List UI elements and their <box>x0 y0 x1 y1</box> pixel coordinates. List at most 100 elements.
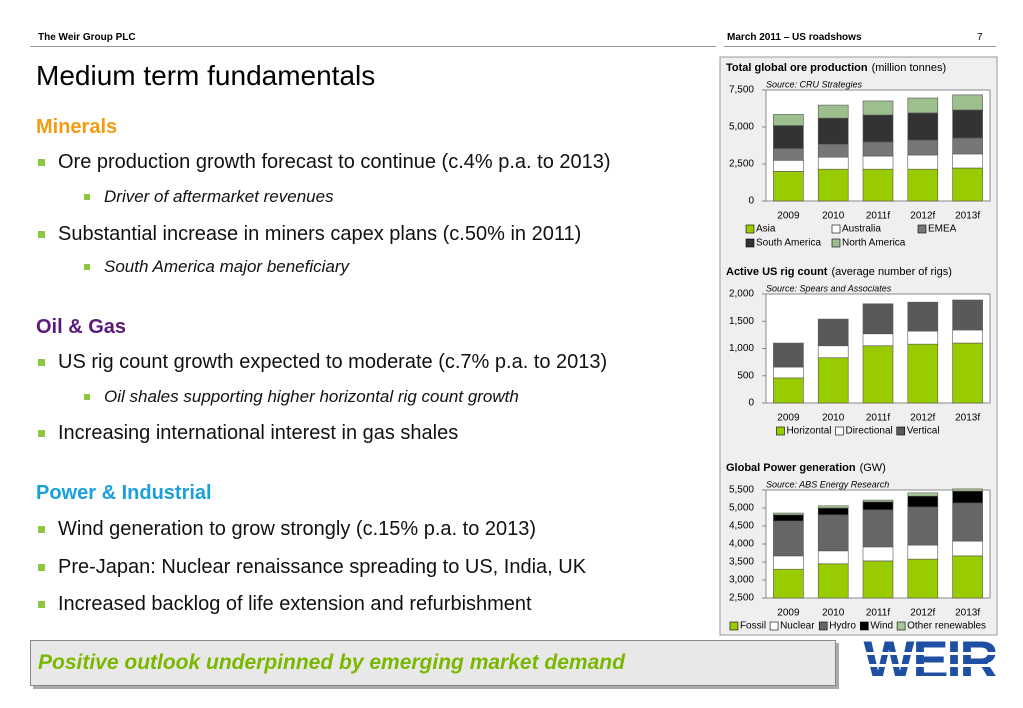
legend-swatch <box>896 621 906 631</box>
chart-unit: (million tonnes) <box>872 62 947 74</box>
legend-swatch <box>745 224 755 234</box>
bar-segment <box>773 171 804 202</box>
legend-label: North America <box>842 238 906 249</box>
y-tick-label: 7,500 <box>729 85 754 96</box>
rule <box>30 46 716 47</box>
bar-segment <box>907 544 939 560</box>
bar-segment <box>773 514 804 522</box>
bar-segment <box>817 357 849 404</box>
legend-swatch <box>831 238 841 248</box>
heading: Oil & Gas <box>36 316 127 338</box>
legend-swatch <box>729 621 739 631</box>
legend-item: Other renewables <box>896 621 986 632</box>
y-tick-label: 0 <box>748 196 754 207</box>
legend-swatch <box>745 238 755 248</box>
bar-segment <box>862 155 894 170</box>
legend-item: Directional <box>835 426 893 437</box>
bar-segment <box>862 114 894 143</box>
y-tick-label: 4,000 <box>729 539 754 550</box>
x-tick-label: 2013f <box>955 608 980 619</box>
bar-segment <box>952 502 983 542</box>
legend-label: Hydro <box>829 621 856 632</box>
legend-label: Directional <box>845 426 892 437</box>
bar-segment <box>862 100 894 116</box>
legend-item: Vertical <box>896 426 940 437</box>
y-tick-label: 5,500 <box>729 485 754 496</box>
bullet: Ore production growth forecast to contin… <box>36 151 611 174</box>
x-tick-label: 2012f <box>910 211 935 222</box>
bar-segment <box>907 97 939 114</box>
date: March 2011 – US roadshows <box>727 32 862 43</box>
bar-segment <box>952 342 983 404</box>
bar-segment <box>773 377 804 404</box>
bar-segment <box>907 506 939 546</box>
bar-segment <box>817 318 849 347</box>
bar-segment <box>817 345 849 359</box>
slide-title: Medium term fundamentals <box>36 60 376 91</box>
bar-segment <box>773 366 804 379</box>
bar-segment <box>862 141 894 157</box>
bar-segment <box>817 514 849 552</box>
legend-label: Horizontal <box>786 426 831 437</box>
bar-segment <box>907 139 939 156</box>
legend-item: Horizontal <box>776 426 831 437</box>
x-tick-label: 2011f <box>866 413 891 424</box>
bar-segment <box>773 520 804 557</box>
bar-segment <box>907 154 939 170</box>
bar-segment <box>907 330 939 345</box>
bar-segment <box>952 329 983 344</box>
x-tick-label: 2012f <box>910 608 935 619</box>
bullet: Substantial increase in miners capex pla… <box>36 223 581 246</box>
sub-bullet: Oil shales supporting higher horizontal … <box>82 387 519 407</box>
legend-item: Wind <box>860 621 893 632</box>
bar-segment <box>952 299 983 331</box>
sub-bullet: South America major beneficiary <box>82 257 349 277</box>
bar-segment <box>773 125 804 149</box>
chart-title-main: Total global ore production <box>726 62 868 74</box>
x-tick-label: 2010 <box>822 608 845 619</box>
bar-segment <box>817 104 849 119</box>
bar-segment <box>773 568 804 599</box>
bar-segment <box>817 156 849 170</box>
bar-segment <box>907 495 939 508</box>
bar-segment <box>862 546 894 562</box>
heading: Power & Industrial <box>36 482 212 504</box>
chart-title-main: Global Power generation <box>726 462 856 474</box>
x-tick-label: 2010 <box>822 413 845 424</box>
legend-swatch <box>831 224 841 234</box>
y-tick-label: 0 <box>748 398 754 409</box>
bar-segment <box>952 555 983 599</box>
legend-swatch <box>776 426 785 436</box>
x-tick-label: 2011f <box>866 211 891 222</box>
bar-segment <box>862 333 894 347</box>
logo-stripes <box>862 652 998 679</box>
bar-segment <box>907 492 939 497</box>
bar-segment <box>773 114 804 126</box>
bar-segment <box>817 507 849 516</box>
bullet: Pre-Japan: Nuclear renaissance spreading… <box>36 556 586 579</box>
legend-label: South America <box>756 238 821 249</box>
bar-segment <box>952 488 983 492</box>
x-tick-label: 2013f <box>955 211 980 222</box>
chart-unit: (GW) <box>860 462 886 474</box>
legend-item: Asia <box>745 224 776 235</box>
bar-segment <box>773 160 804 172</box>
legend-label: Other renewables <box>907 621 986 632</box>
banner: Positive outlook underpinned by emerging… <box>38 651 625 674</box>
bar-segment <box>862 345 894 404</box>
legend-swatch <box>835 426 844 436</box>
bullet: Wind generation to grow strongly (c.15% … <box>36 518 536 541</box>
y-tick-label: 3,000 <box>729 575 754 586</box>
x-tick-label: 2012f <box>910 413 935 424</box>
bar-segment <box>817 505 849 509</box>
chart-title-main: Active US rig count <box>726 266 828 278</box>
legend-swatch <box>860 621 869 631</box>
bar-segment <box>952 137 983 155</box>
bar-segment <box>817 117 849 145</box>
x-tick-label: 2013f <box>955 413 980 424</box>
company: The Weir Group PLC <box>38 32 136 43</box>
legend-item: Hydro <box>818 621 856 632</box>
bar-segment <box>907 168 939 202</box>
x-tick-label: 2009 <box>777 413 800 424</box>
